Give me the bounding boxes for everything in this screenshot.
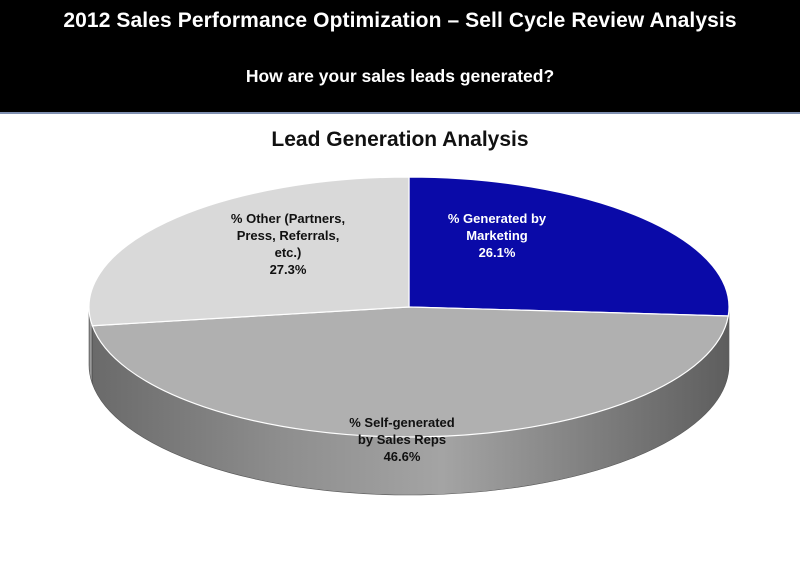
header-banner: 2012 Sales Performance Optimization – Se… [0, 0, 800, 112]
pie-slice-label-1: % Self-generated [349, 415, 455, 430]
pie-slice-label-0: % Generated by [448, 211, 547, 226]
pie-slice-2 [88, 176, 410, 327]
pie-slice-value-label-2: 27.3% [270, 262, 307, 277]
pie-slice-1 [91, 306, 729, 438]
page-subtitle: How are your sales leads generated? [245, 66, 555, 86]
banner-divider [0, 112, 800, 114]
chart-title: Lead Generation Analysis [271, 128, 529, 151]
pie-slice-value-label-0: 26.1% [479, 245, 516, 260]
pie-slice-label-2: etc.) [275, 245, 302, 260]
pie-slice-label-1: by Sales Reps [358, 432, 446, 447]
pie-slice-label-2: % Other (Partners, [231, 211, 345, 226]
pie-slice-label-0: Marketing [466, 228, 527, 243]
pie-slice-0 [408, 176, 730, 317]
pie-slice-label-2: Press, Referrals, [237, 228, 340, 243]
page-title: 2012 Sales Performance Optimization – Se… [63, 9, 737, 32]
pie-slice-value-label-1: 46.6% [384, 449, 421, 464]
